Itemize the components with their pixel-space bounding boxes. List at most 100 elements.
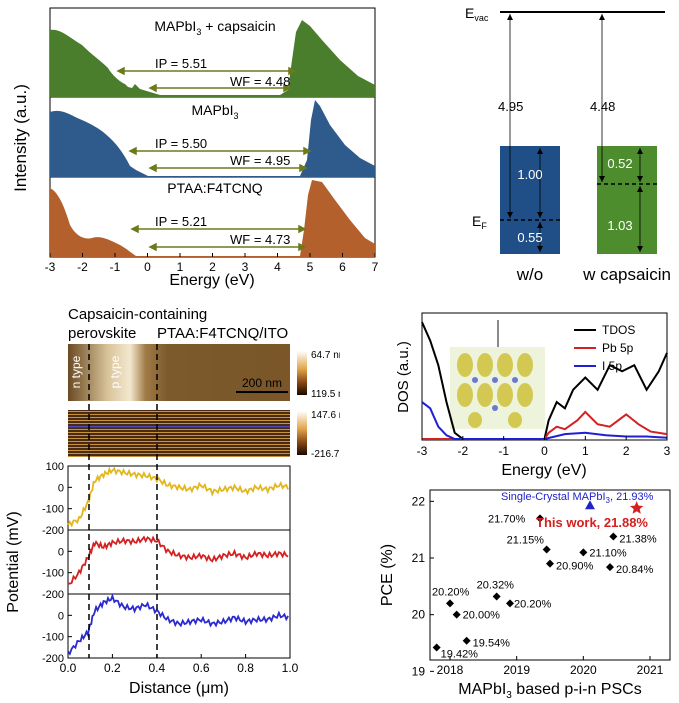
upper-right-value: 0.52	[607, 156, 632, 171]
potential-frames	[67, 465, 291, 659]
ups-x-tick-label: -3	[45, 260, 56, 274]
potential-y-tick-label: -100	[42, 568, 64, 580]
pce-x-label: MAPbI3 based p-i-n PSCs	[458, 681, 641, 701]
dos-chart: TDOS Pb 5p I 5p -3 -2 -1 0 1 2 3 DOS (a.u.) En…	[395, 312, 671, 479]
legend-i5p: I 5p	[602, 359, 622, 373]
ups-label-sub3: PTAA:F4TCNQ	[167, 180, 263, 196]
ups-x-tick-label: 5	[307, 260, 314, 274]
lower-left-value: 0.55	[517, 230, 542, 245]
potential-y-tick-label: -200	[42, 653, 64, 665]
pce-point-label: 20.00%	[463, 610, 501, 622]
ups-area-ptaa	[50, 180, 375, 257]
scalebar-label: 200 nm	[242, 376, 282, 390]
single-crystal-annotation: Single-Crystal MAPbI3, 21.93%	[501, 491, 654, 505]
pce-point	[606, 563, 614, 572]
ups-label-sub2: MAPbI3	[191, 102, 238, 121]
height-max: 64.7 nm	[311, 350, 340, 361]
pce-x-ticks: 2018 2019 2020 2021	[437, 656, 664, 677]
distance-x-label: Distance (μm)	[129, 680, 229, 697]
pce-y-tick-label: 22	[412, 494, 426, 508]
this-work-annotation: This work, 21.88%	[536, 515, 648, 530]
ups-x-tick-label: 2	[209, 260, 216, 274]
ups-x-tick-label: 0	[144, 260, 151, 274]
pce-point-label: 21.15%	[507, 535, 545, 547]
potential-y-tick-label: -200	[42, 589, 64, 601]
pce-point	[506, 599, 514, 608]
dos-x-tick-label: -3	[417, 444, 428, 458]
pce-point	[579, 548, 588, 557]
ups-ip-2: IP = 5.50	[155, 136, 207, 151]
kpfm-title-right: PTAA:F4TCNQ/ITO	[157, 325, 288, 342]
ups-x-tick-label: 3	[242, 260, 249, 274]
height-min: 119.5 nm	[311, 389, 340, 400]
pce-chart: 19.42%19.54% 20.00% 20.20% 20.32% 20.20% 21.7…	[379, 489, 671, 701]
pce-point	[492, 592, 501, 601]
pce-points: 19.42%19.54% 20.00% 20.20% 20.32% 20.20% 21.7…	[432, 500, 657, 661]
ups-area-mapbi3	[50, 100, 375, 177]
upper-left-value: 1.00	[517, 167, 542, 182]
potential-y-tick-label: -100	[42, 632, 64, 644]
pce-point	[446, 599, 454, 608]
pce-point	[432, 643, 441, 652]
dos-x-tick-label: 2	[623, 444, 630, 458]
pce-x-tick-label: 2018	[437, 663, 464, 677]
ups-wf-2: WF = 4.95	[230, 153, 290, 168]
dos-lines	[421, 321, 668, 440]
p-type-label: p type	[108, 355, 122, 388]
ups-wf-1: WF = 4.48	[230, 74, 290, 89]
potential-y-tick-label: 0	[58, 610, 64, 622]
ups-x-label: Energy (eV)	[169, 272, 254, 289]
potential-trace-2	[67, 535, 289, 585]
potential-x-tick-label: 0.8	[237, 661, 254, 675]
potential-traces	[67, 466, 289, 656]
ups-x-tick-label: 7	[372, 260, 379, 274]
potential-x-tick-label: 0.4	[148, 661, 165, 675]
pce-point	[452, 610, 461, 619]
pce-point-label: 19.42%	[441, 649, 479, 661]
ups-ip-1: IP = 5.51	[155, 56, 207, 71]
potential-colorbar	[297, 411, 307, 455]
kpfm-potential-map	[68, 410, 290, 457]
potential-y-tick-label: 0	[58, 482, 64, 494]
pce-point-label: 20.20%	[514, 598, 552, 610]
ups-x-tick-label: 6	[339, 260, 346, 274]
pce-frame	[429, 489, 671, 661]
pot-min: -216.7 mV	[311, 449, 340, 460]
ups-x-tick-label: 4	[274, 260, 281, 274]
pce-point-label: 20.90%	[556, 561, 594, 573]
pce-y-tick-label: 21	[412, 551, 426, 565]
ups-x-tick-label: -2	[77, 260, 88, 274]
caption-with: w capsaicin	[582, 265, 671, 284]
dos-x-tick-label: 3	[664, 444, 671, 458]
ups-wf-3: WF = 4.73	[230, 232, 290, 247]
pce-point-label: 21.70%	[488, 513, 526, 525]
pce-y-tick-label: 19	[412, 664, 426, 678]
pce-point	[542, 545, 551, 554]
dos-legend: TDOS Pb 5p I 5p	[574, 323, 635, 373]
pce-point	[462, 636, 471, 645]
pce-y-tick-label: 20	[412, 608, 426, 622]
ef-label: EF	[472, 213, 487, 231]
potential-x-tick-label: 0.2	[104, 661, 121, 675]
pce-point-label: 20.20%	[432, 586, 470, 598]
pce-point-label: 19.54%	[473, 638, 511, 650]
ups-spectra-chart: Intensity (a.u.) MAPbI3 + capsaicin MAPb…	[11, 7, 379, 289]
ups-x-tick-label: -1	[110, 260, 121, 274]
dos-x-tick-label: -1	[498, 444, 509, 458]
dos-x-tick-label: 1	[582, 444, 589, 458]
legend-pb5p: Pb 5p	[602, 341, 634, 355]
gap-left-value: 4.95	[498, 99, 523, 114]
dos-x-label: Energy (eV)	[501, 462, 586, 479]
potential-y-tick-label: -100	[42, 504, 64, 516]
dos-x-ticks: -3 -2 -1 0 1 2 3	[417, 436, 671, 458]
potential-x-tick-label: 0.0	[60, 661, 77, 675]
gap-right-value: 4.48	[590, 99, 615, 114]
potential-x-tick-label: 0.6	[193, 661, 210, 675]
potential-y-tick-label: -200	[42, 525, 64, 537]
potential-x-ticks: 0.0 0.2 0.4 0.6 0.8 1.0	[60, 654, 299, 675]
energy-level-diagram: Evac EF 4.95 1.00 0.55 w/o 4.48 0.52 1.0…	[465, 5, 671, 284]
ups-y-label: Intensity (a.u.)	[11, 84, 30, 192]
dos-line-i-5p	[421, 401, 668, 440]
pce-point	[546, 559, 554, 568]
pce-x-tick-label: 2019	[503, 663, 530, 677]
